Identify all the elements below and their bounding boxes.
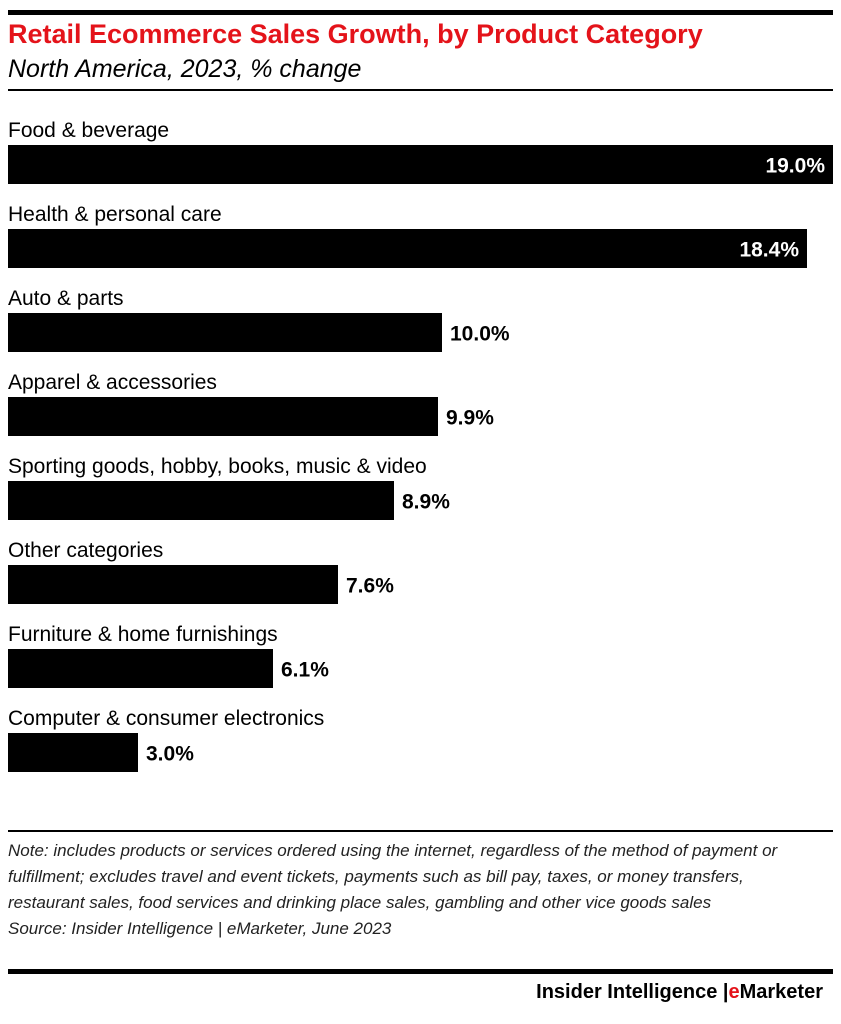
bar: [8, 565, 338, 604]
value-label: 10.0%: [450, 323, 510, 346]
note-text: Note: includes products or services orde…: [8, 841, 778, 912]
bar: [8, 145, 833, 184]
bar: [8, 481, 394, 520]
category-label: Computer & consumer electronics: [8, 707, 324, 730]
brand-accent: e: [728, 981, 740, 1003]
bar: [8, 313, 442, 352]
brand-part1: Insider Intelligence |: [536, 981, 729, 1003]
bar: [8, 733, 138, 772]
value-label: 19.0%: [765, 155, 825, 178]
bar-chart: Food & beverage 19.0% Health & personal ca…: [8, 119, 833, 772]
brand-part2: Marketer: [739, 981, 823, 1003]
top-rule: [8, 10, 833, 15]
chart-subtitle: North America, 2023, % change: [8, 55, 362, 83]
category-label: Health & personal care: [8, 203, 222, 226]
source-text: Source: Insider Intelligence | eMarketer…: [8, 919, 392, 938]
value-label: 8.9%: [402, 491, 450, 514]
category-label: Apparel & accessories: [8, 371, 217, 394]
category-label: Other categories: [8, 539, 163, 562]
subtitle-rule: [8, 89, 833, 91]
bar: [8, 397, 438, 436]
footnote: Note: includes products or services orde…: [8, 838, 798, 942]
value-label: 3.0%: [146, 743, 194, 766]
value-label: 9.9%: [446, 407, 494, 430]
value-label: 18.4%: [739, 239, 799, 262]
category-label: Food & beverage: [8, 119, 169, 142]
bar: [8, 649, 273, 688]
value-label: 7.6%: [346, 575, 394, 598]
note-rule: [8, 830, 833, 832]
value-label: 6.1%: [281, 659, 329, 682]
bar: [8, 229, 807, 268]
category-label: Sporting goods, hobby, books, music & vi…: [8, 455, 427, 478]
brand-logo: Insider Intelligence |eMarketer: [536, 981, 823, 1004]
footer-rule: [8, 969, 833, 974]
chart-title: Retail Ecommerce Sales Growth, by Produc…: [8, 19, 703, 49]
category-label: Furniture & home furnishings: [8, 623, 278, 646]
category-label: Auto & parts: [8, 287, 124, 310]
